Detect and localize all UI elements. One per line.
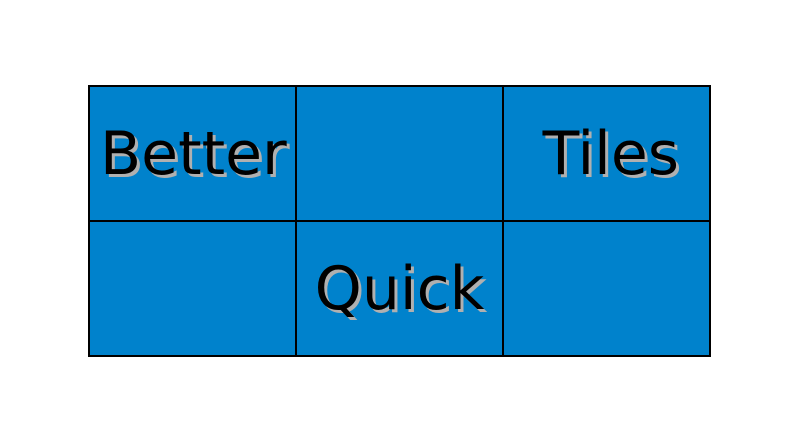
tile-grid: Better Tiles Quick <box>88 85 711 357</box>
tile-row1-col1: Better <box>88 85 297 222</box>
tile-label-quick: Quick <box>314 253 485 324</box>
tile-row2-col2: Quick <box>295 220 504 357</box>
tile-row1-col2 <box>295 85 504 222</box>
tile-label-better: Better <box>100 118 287 189</box>
tile-row1-col3: Tiles <box>502 85 711 222</box>
tile-label-tiles: Tiles <box>542 118 679 189</box>
tile-row2-col1 <box>88 220 297 357</box>
tile-row2-col3 <box>502 220 711 357</box>
